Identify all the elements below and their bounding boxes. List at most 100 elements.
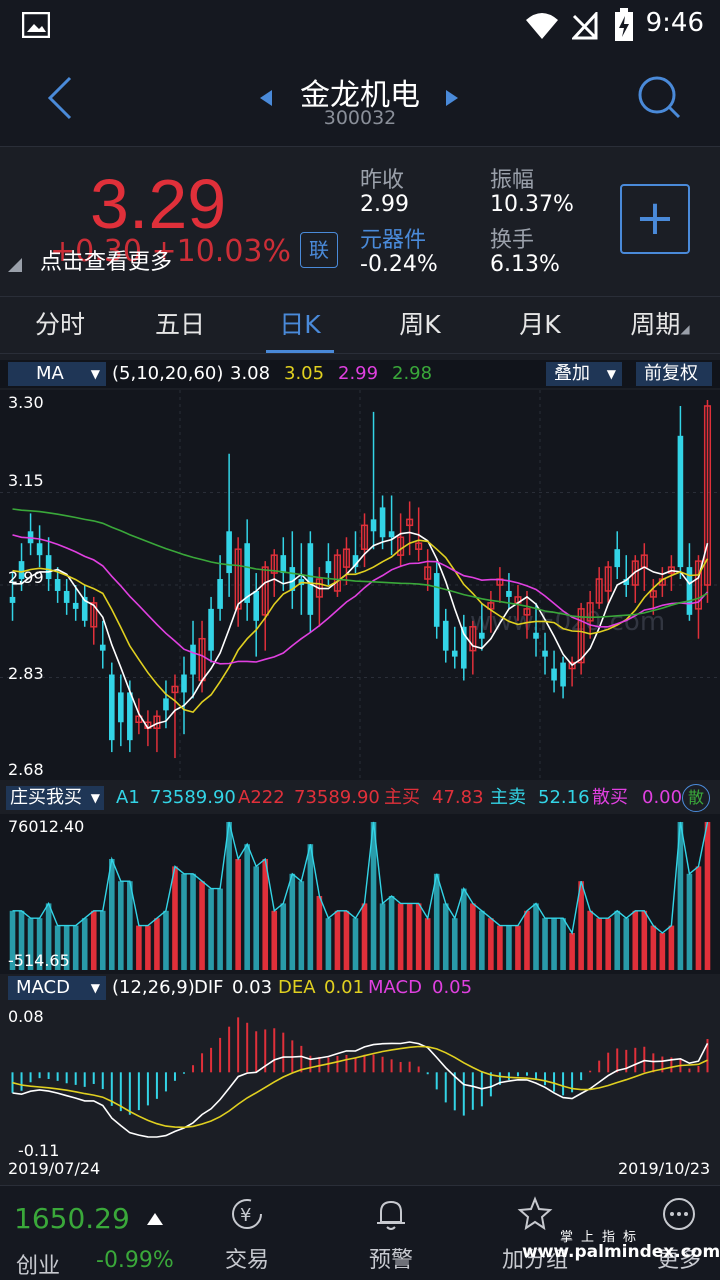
overlay-selector[interactable]: 叠加 ▼	[546, 362, 622, 386]
tab-intraday[interactable]: 分时	[34, 310, 85, 339]
zm-bar	[316, 896, 323, 970]
zm-bar	[334, 910, 341, 970]
period-tabs: 分时 五日 日K 周K 月K 周期◢	[0, 296, 720, 354]
tab-daily-k[interactable]: 日K	[240, 297, 360, 353]
nav-trade[interactable]: ¥ 交易	[192, 1196, 302, 1274]
zm-bar	[596, 918, 602, 970]
candle-body	[280, 555, 287, 574]
prev-stock-icon[interactable]	[258, 88, 274, 108]
stock-name: 金龙机电	[300, 78, 420, 113]
zm-line	[12, 821, 709, 935]
zm-bar	[460, 888, 467, 970]
zm-bar	[271, 910, 278, 970]
zm-bar	[506, 925, 512, 970]
stat-label-sector[interactable]: 元器件	[360, 228, 427, 253]
linked-button[interactable]: 联	[300, 232, 338, 268]
zm-indicator-bar: 庄买我买 ▼ A1 73589.90 A222 73589.90 主买 47.83…	[0, 784, 720, 812]
candle-body	[81, 596, 88, 621]
more-hint[interactable]: 点击查看更多	[40, 250, 173, 275]
candle-body	[9, 596, 16, 603]
candle-body	[506, 590, 512, 597]
candle-body	[379, 507, 386, 538]
zm-bar	[442, 903, 449, 970]
macd-label: MACD	[368, 977, 422, 998]
retail-badge[interactable]: 散	[682, 784, 710, 812]
main-buy-value: 47.83	[432, 787, 484, 808]
change-value: +0.30	[50, 234, 142, 269]
ma-indicator-bar: MA ▼ (5,10,20,60) 3.08 3.05 2.99 2.98 叠加 ▼…	[0, 360, 720, 388]
tab-weekly-k[interactable]: 周K	[399, 310, 441, 339]
zm-bar	[578, 881, 584, 970]
candle-body	[208, 608, 214, 651]
zm-bar	[433, 873, 440, 970]
candle-body	[342, 548, 351, 568]
next-stock-icon[interactable]	[444, 88, 460, 108]
zm-bar	[623, 918, 630, 970]
zm-bar	[533, 903, 539, 970]
candle-body	[388, 531, 395, 538]
zm-bar	[262, 859, 269, 970]
dropdown-icon: ▼	[606, 367, 616, 381]
back-icon[interactable]	[44, 76, 74, 120]
candle-body	[595, 578, 603, 604]
a222-label: A222	[238, 787, 285, 808]
candle-body	[469, 626, 477, 652]
tab-period[interactable]: 周期◢	[600, 297, 720, 353]
zm-bar	[54, 925, 61, 970]
candle-body	[479, 632, 485, 639]
search-icon[interactable]	[636, 74, 682, 120]
macd-value: 0.05	[432, 977, 473, 998]
zm-bar	[424, 918, 431, 970]
zm-bar	[108, 859, 115, 970]
adjust-button[interactable]: 前复权	[636, 362, 712, 386]
candle-body	[577, 608, 585, 664]
nav-more[interactable]: 更多	[624, 1196, 720, 1274]
candle-body	[451, 650, 458, 657]
index-percent: -0.99%	[96, 1248, 174, 1273]
candle-body	[370, 519, 377, 532]
tab-monthly-k[interactable]: 月K	[519, 310, 561, 339]
ma60-line	[12, 508, 708, 619]
ma-selector[interactable]: MA ▼	[8, 362, 106, 386]
add-watchlist-button[interactable]: +	[620, 184, 690, 254]
zm-bar	[208, 888, 214, 970]
retail-buy-value: 0.00	[642, 787, 683, 808]
candles	[9, 400, 712, 759]
zm-bar	[641, 910, 648, 970]
candle-body	[18, 561, 25, 580]
nav-alert[interactable]: 预警	[336, 1196, 446, 1274]
stat-label-amplitude: 振幅	[490, 168, 535, 193]
dropdown-icon: ▼	[90, 981, 100, 995]
dif-value: 0.03	[232, 977, 273, 998]
more-icon	[663, 1198, 695, 1230]
tab-five-day[interactable]: 五日	[154, 310, 205, 339]
axis-label-top: 3.30	[8, 393, 44, 412]
wifi-icon	[526, 13, 558, 39]
nav-add-group[interactable]: 加分组	[480, 1196, 590, 1274]
zm-bar	[388, 896, 395, 970]
macd-chart[interactable]: 0.08 -0.11 2019/07/24 2019/10/23	[0, 1004, 720, 1180]
zm-bar	[686, 873, 693, 970]
zm-bar	[614, 910, 621, 970]
dif-label: DIF	[194, 977, 224, 998]
candle-body	[649, 590, 657, 598]
watermark: www.F0z0.com	[470, 607, 665, 637]
last-price: 3.29	[90, 165, 227, 243]
zm-bar	[397, 903, 404, 970]
zm-selector[interactable]: 庄买我买 ▼	[6, 786, 104, 810]
macd-selector[interactable]: MACD ▼	[8, 976, 106, 1000]
zm-bar	[497, 925, 503, 970]
quote-panel[interactable]: 3.29 +0.30 +10.03% 点击查看更多 联 昨收 2.99 振幅 1…	[0, 148, 720, 293]
kline-chart[interactable]: www.F0z0.com 3.30 3.15 2.99 2.83 2.68	[0, 390, 720, 780]
macd-axis-bottom: -0.11	[18, 1141, 59, 1160]
zm-chart[interactable]: 76012.40 -514.65	[0, 814, 720, 974]
zm-bar	[695, 866, 702, 970]
dea-line	[12, 1045, 708, 1129]
macd-indicator-bar: MACD ▼ (12,26,9) DIF 0.03 DEA 0.01 MACD 0…	[0, 974, 720, 1002]
macd-axis-top: 0.08	[8, 1007, 44, 1026]
index-value[interactable]: 1650.29	[14, 1202, 130, 1235]
zm-bg	[0, 814, 720, 974]
candle-body	[623, 579, 630, 585]
dea-label: DEA	[278, 977, 316, 998]
svg-text:¥: ¥	[240, 1205, 251, 1226]
